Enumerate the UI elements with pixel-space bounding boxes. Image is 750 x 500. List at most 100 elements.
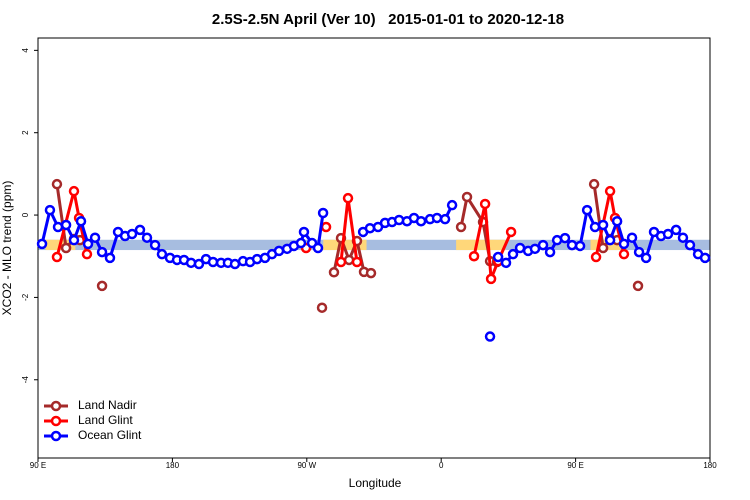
data-point xyxy=(342,192,354,204)
legend-marker xyxy=(50,400,62,412)
data-point xyxy=(393,214,405,226)
data-point xyxy=(431,212,443,224)
x-tick-label: 0 xyxy=(439,461,444,470)
data-point xyxy=(104,252,116,264)
data-point xyxy=(251,253,263,265)
data-point xyxy=(604,234,616,246)
data-point xyxy=(126,228,138,240)
data-point xyxy=(588,178,600,190)
data-point xyxy=(581,204,593,216)
legend-label: Land Glint xyxy=(78,413,133,427)
y-tick-label: 0 xyxy=(21,212,30,217)
legend-marker xyxy=(50,430,62,442)
data-point xyxy=(633,246,645,258)
data-point xyxy=(559,232,571,244)
data-point xyxy=(185,257,197,269)
data-point xyxy=(335,256,347,268)
data-point xyxy=(604,185,616,197)
data-point xyxy=(134,224,146,236)
data-point xyxy=(597,219,609,231)
data-point xyxy=(295,237,307,249)
band xyxy=(38,239,710,251)
data-point xyxy=(60,219,72,231)
data-point xyxy=(312,242,324,254)
data-point xyxy=(455,221,467,233)
band xyxy=(456,239,506,251)
data-point xyxy=(670,224,682,236)
data-point xyxy=(298,226,310,238)
data-point xyxy=(537,239,549,251)
data-point xyxy=(492,251,504,263)
data-point xyxy=(439,213,451,225)
data-point xyxy=(36,238,48,250)
data-point xyxy=(590,251,602,263)
data-point xyxy=(507,248,519,260)
x-tick-label: 90 W xyxy=(297,461,316,470)
y-tick-label: 4 xyxy=(21,48,30,53)
data-point xyxy=(207,256,219,268)
data-point xyxy=(316,302,328,313)
y-axis-title: XCO2 - MLO trend (ppm) xyxy=(0,181,14,316)
data-point xyxy=(365,267,377,279)
data-point xyxy=(364,222,376,234)
plot-frame xyxy=(37,37,711,459)
data-point xyxy=(662,228,674,240)
data-point xyxy=(468,250,480,262)
y-tick-label: -2 xyxy=(21,293,30,301)
data-point xyxy=(96,280,108,292)
chart-title: 2.5S-2.5N April (Ver 10) 2015-01-01 to 2… xyxy=(212,11,564,28)
data-point xyxy=(589,221,601,233)
x-tick-label: 180 xyxy=(703,461,717,470)
data-point xyxy=(684,239,696,251)
data-point xyxy=(273,245,285,257)
data-point xyxy=(44,204,56,216)
data-point xyxy=(156,248,168,260)
data-point xyxy=(351,256,363,268)
data-point xyxy=(505,226,517,238)
data-point xyxy=(51,251,63,263)
data-point xyxy=(529,243,541,255)
data-point xyxy=(229,258,241,270)
legend-label: Land Nadir xyxy=(78,398,137,412)
data-point xyxy=(96,246,108,258)
y-tick-label: -4 xyxy=(21,376,30,384)
x-axis-title: Longitude xyxy=(349,476,402,490)
data-point xyxy=(328,267,340,278)
data-point xyxy=(415,215,427,227)
legend-marker xyxy=(50,415,62,427)
data-point xyxy=(479,198,491,210)
data-point xyxy=(149,239,161,251)
data-point xyxy=(141,232,153,243)
x-tick-label: 90 E xyxy=(567,461,583,470)
data-point xyxy=(632,280,644,292)
data-point xyxy=(461,191,473,203)
data-point xyxy=(89,232,101,243)
data-point xyxy=(446,199,458,211)
data-point xyxy=(677,232,689,243)
data-point xyxy=(82,238,94,250)
data-point xyxy=(81,248,93,260)
data-point xyxy=(484,331,496,342)
data-point xyxy=(320,221,332,233)
data-point xyxy=(618,238,630,250)
x-tick-label: 90 E xyxy=(30,461,46,470)
data-point xyxy=(574,240,586,252)
data-point xyxy=(626,232,638,243)
data-point xyxy=(618,248,630,260)
data-point xyxy=(317,207,329,219)
data-point xyxy=(514,242,526,254)
data-point xyxy=(193,258,205,270)
data-point xyxy=(640,252,652,264)
data-point xyxy=(544,246,556,258)
x-tick-label: 180 xyxy=(166,461,180,470)
data-point xyxy=(699,252,711,264)
y-tick-label: 2 xyxy=(21,130,30,135)
data-point xyxy=(485,273,497,285)
legend-label: Ocean Glint xyxy=(78,428,142,442)
data-point xyxy=(68,185,80,197)
data-point xyxy=(51,178,63,190)
data-point xyxy=(52,221,64,233)
data-point xyxy=(611,215,623,227)
data-point xyxy=(597,242,609,254)
